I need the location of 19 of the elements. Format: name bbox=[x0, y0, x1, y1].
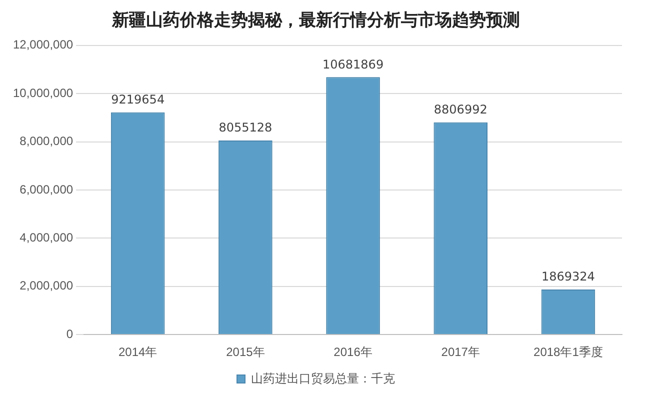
y-tick-label: 4,000,000 bbox=[20, 230, 74, 245]
y-tick-label: 0 bbox=[66, 326, 74, 341]
y-tick-label: 12,000,000 bbox=[12, 38, 74, 52]
x-tick-label: 2016年 bbox=[334, 345, 372, 360]
x-tick-label: 2018年1季度 bbox=[534, 345, 603, 360]
chart-title: 新疆山药价格走势揭秘，最新行情分析与市场趋势预测 bbox=[111, 10, 520, 31]
data-label: 1869324 bbox=[541, 270, 595, 284]
x-tick-label: 2017年 bbox=[441, 345, 480, 360]
y-tick-label: 8,000,000 bbox=[20, 134, 74, 148]
data-label: 8806992 bbox=[434, 102, 488, 116]
data-label: 9219654 bbox=[111, 92, 165, 107]
y-tick-label: 10,000,000 bbox=[12, 86, 74, 100]
y-tick-label: 2,000,000 bbox=[20, 278, 74, 293]
y-tick-label: 6,000,000 bbox=[20, 182, 74, 196]
x-tick-label: 2015年 bbox=[226, 345, 265, 360]
data-label: 10681869 bbox=[322, 57, 384, 72]
data-label: 8055128 bbox=[218, 120, 272, 135]
x-tick-label: 2014年 bbox=[118, 345, 158, 360]
legend-label: 山药进出口贸易总量：千克 bbox=[251, 371, 395, 386]
